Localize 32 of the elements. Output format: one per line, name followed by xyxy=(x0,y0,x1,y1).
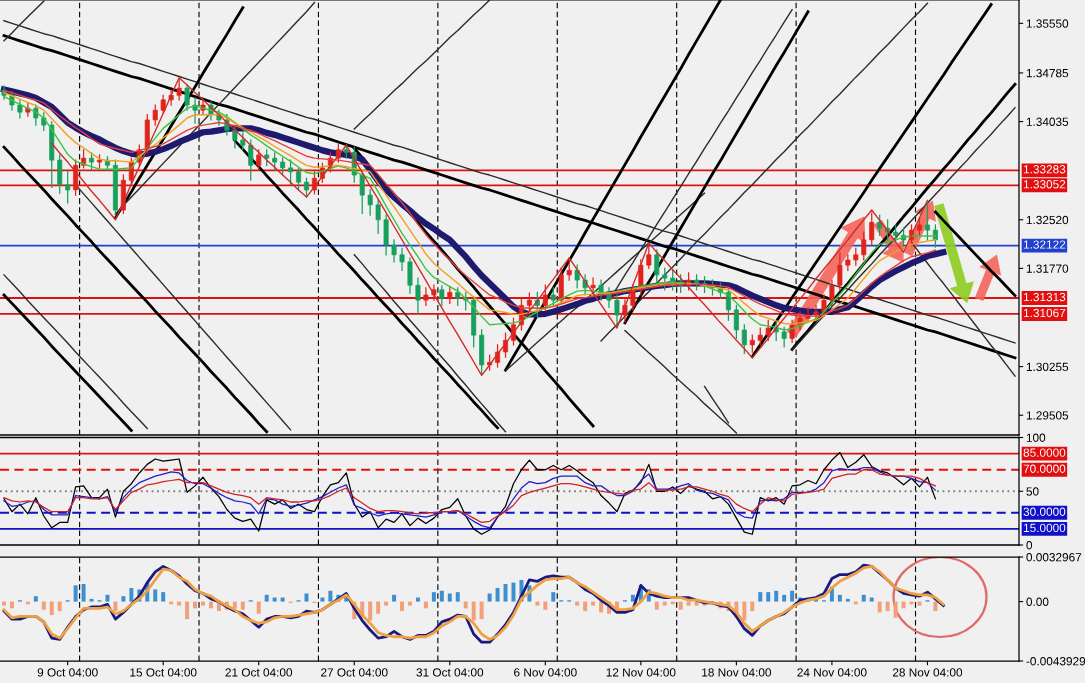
x-tick-label: 9 Oct 04:00 xyxy=(37,668,98,677)
y-tick-label: 1.34035 xyxy=(1026,117,1069,126)
ref-line-label: 15.0000 xyxy=(1023,523,1066,533)
y-tick-label: 0.00 xyxy=(1026,597,1049,606)
y-tick-label: 0 xyxy=(1026,541,1033,550)
y-tick-label: 1.29505 xyxy=(1026,411,1069,420)
y-tick-label: 1.35550 xyxy=(1026,19,1069,28)
ref-line-label: 30.0000 xyxy=(1023,507,1066,516)
ref-line-label: 85.0000 xyxy=(1023,448,1066,457)
x-tick-label: 12 Nov 04:00 xyxy=(606,668,676,677)
x-tick-label: 21 Oct 04:00 xyxy=(225,668,293,677)
ref-line-label: 1.32122 xyxy=(1023,240,1066,249)
y-tick-label: 1.31770 xyxy=(1026,264,1069,273)
x-tick-label: 27 Oct 04:00 xyxy=(321,668,388,677)
ref-line-label: 1.31313 xyxy=(1023,292,1066,302)
y-tick-label: -0.0043929 xyxy=(1026,657,1085,666)
x-tick-label: 28 Nov 04:00 xyxy=(892,668,963,677)
ref-line-label: 1.33283 xyxy=(1023,165,1066,174)
y-tick-label: 0.0032967 xyxy=(1026,553,1082,562)
y-tick-label: 1.34785 xyxy=(1026,68,1069,78)
x-tick-label: 18 Nov 04:00 xyxy=(702,668,772,677)
x-tick-label: 15 Oct 04:00 xyxy=(130,668,197,677)
y-tick-label: 1.30255 xyxy=(1026,362,1069,371)
y-tick-label: 50 xyxy=(1026,487,1039,496)
ref-line-label: 1.31067 xyxy=(1023,308,1066,318)
y-tick-label: 100 xyxy=(1026,433,1046,442)
x-tick-label: 31 Oct 04:00 xyxy=(416,668,484,677)
x-tick-label: 6 Nov 04:00 xyxy=(514,668,577,677)
x-tick-label: 24 Nov 04:00 xyxy=(797,668,867,677)
y-tick-label: 1.32520 xyxy=(1026,215,1069,225)
ref-line-label: 1.33052 xyxy=(1023,180,1066,189)
ref-line-label: 70.0000 xyxy=(1023,464,1066,473)
